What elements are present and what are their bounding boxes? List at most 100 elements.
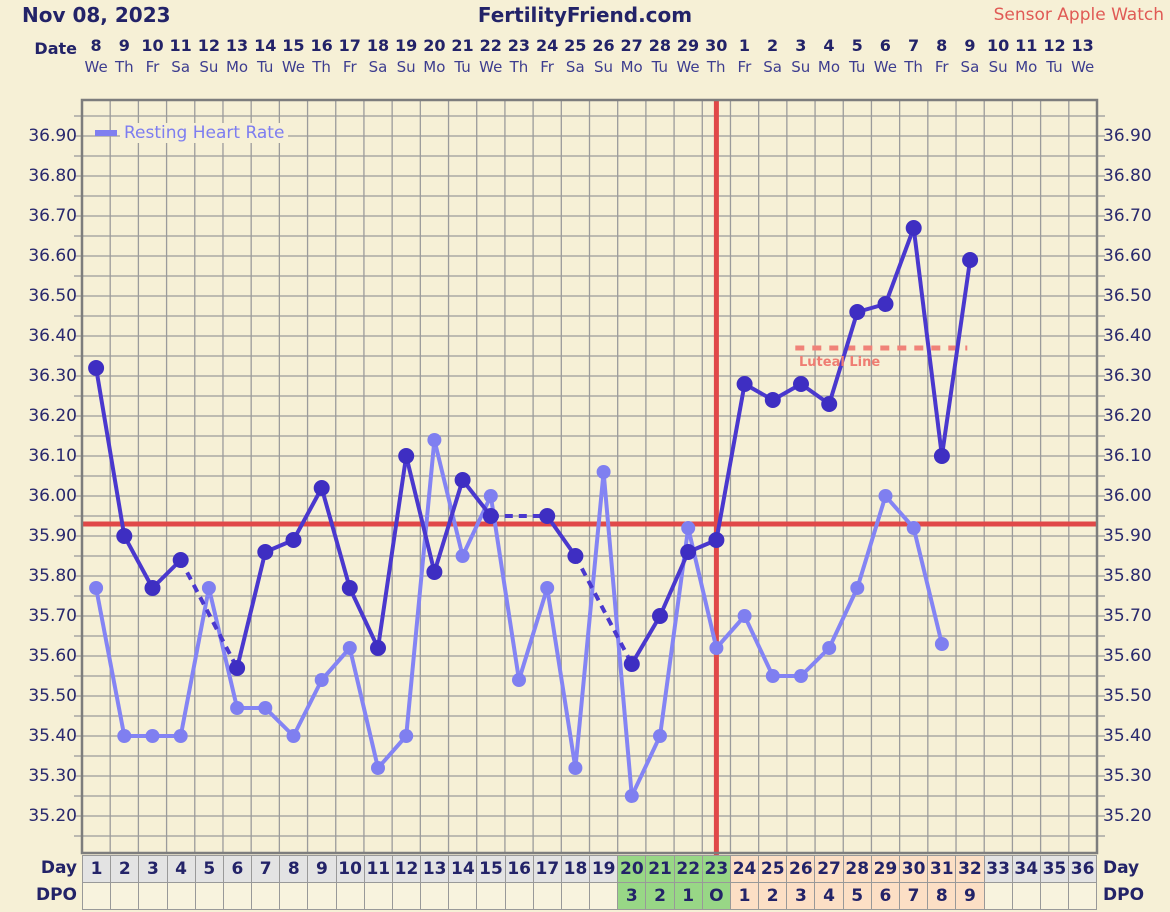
- dpo-cell-1[interactable]: [82, 883, 112, 909]
- day-cell-9[interactable]: 9: [308, 856, 337, 882]
- y-tick-right-35.90: 35.90: [1103, 526, 1152, 546]
- day-cell-8[interactable]: 8: [280, 856, 309, 882]
- dpo-cell-9[interactable]: [308, 883, 337, 909]
- dpo-cell-30[interactable]: 7: [899, 883, 929, 909]
- dpo-cell-12[interactable]: [392, 883, 422, 909]
- dpo-cell-15[interactable]: [477, 883, 506, 909]
- day-cell-15[interactable]: 15: [477, 856, 506, 882]
- day-cell-33[interactable]: 33: [984, 856, 1013, 882]
- rhr-point-day31: [934, 637, 949, 651]
- day-cell-26[interactable]: 26: [787, 856, 816, 882]
- dpo-cell-22[interactable]: 1: [674, 883, 703, 909]
- weekday-33: Su: [988, 58, 1008, 76]
- dpo-cell-34[interactable]: [1012, 883, 1041, 909]
- weekday-3: Fr: [145, 58, 160, 76]
- date-5: 12: [197, 36, 220, 55]
- date-15: 22: [479, 36, 502, 55]
- y-tick-left-35.80: 35.80: [28, 566, 77, 586]
- dpo-cell-25[interactable]: 2: [759, 883, 788, 909]
- day-cell-16[interactable]: 16: [505, 856, 534, 882]
- dpo-cell-19[interactable]: [590, 883, 619, 909]
- day-cell-10[interactable]: 10: [336, 856, 365, 882]
- rhr-point-day28: [850, 581, 865, 595]
- dpo-cell-20[interactable]: 3: [618, 883, 647, 909]
- dpo-cell-27[interactable]: 4: [815, 883, 844, 909]
- dpo-cell-6[interactable]: [223, 883, 253, 909]
- day-cell-29[interactable]: 29: [871, 856, 900, 882]
- dpo-cell-3[interactable]: [139, 883, 168, 909]
- y-tick-left-35.50: 35.50: [28, 686, 77, 706]
- dpo-cell-8[interactable]: [280, 883, 309, 909]
- day-cell-2[interactable]: 2: [111, 856, 140, 882]
- y-tick-right-36.70: 36.70: [1103, 206, 1152, 226]
- dpo-cell-35[interactable]: [1040, 883, 1070, 909]
- day-cell-30[interactable]: 30: [899, 856, 929, 882]
- day-cell-4[interactable]: 4: [167, 856, 196, 882]
- dpo-cell-7[interactable]: [252, 883, 281, 909]
- y-tick-right-36.50: 36.50: [1103, 286, 1152, 306]
- dpo-cell-21[interactable]: 2: [646, 883, 675, 909]
- day-cell-17[interactable]: 17: [533, 856, 562, 882]
- dpo-cell-17[interactable]: [533, 883, 562, 909]
- day-cell-20[interactable]: 20: [618, 856, 647, 882]
- day-cell-1[interactable]: 1: [82, 856, 112, 882]
- rhr-point-day10: [342, 641, 357, 655]
- day-cell-14[interactable]: 14: [449, 856, 478, 882]
- temp-segment: [319, 487, 352, 589]
- day-cell-31[interactable]: 31: [928, 856, 957, 882]
- rhr-segment: [94, 587, 127, 737]
- dpo-cell-26[interactable]: 3: [787, 883, 816, 909]
- dpo-cell-13[interactable]: [421, 883, 450, 909]
- day-cell-21[interactable]: 21: [646, 856, 675, 882]
- weekday-36: We: [1071, 58, 1095, 76]
- date-7: 14: [254, 36, 277, 55]
- day-cell-18[interactable]: 18: [561, 856, 591, 882]
- day-cell-3[interactable]: 3: [139, 856, 168, 882]
- day-cell-36[interactable]: 36: [1069, 856, 1098, 882]
- dpo-cell-2[interactable]: [111, 883, 140, 909]
- dpo-cell-33[interactable]: [984, 883, 1013, 909]
- legend-resting-heart-rate: Resting Heart Rate: [120, 123, 289, 143]
- dpo-cell-31[interactable]: 8: [928, 883, 957, 909]
- y-tick-right-36.10: 36.10: [1103, 446, 1152, 466]
- day-cell-24[interactable]: 24: [730, 856, 760, 882]
- temp-point-day18: [567, 548, 584, 564]
- dpo-cell-18[interactable]: [561, 883, 591, 909]
- day-cell-5[interactable]: 5: [195, 856, 224, 882]
- day-cell-7[interactable]: 7: [252, 856, 281, 882]
- day-cell-12[interactable]: 12: [392, 856, 422, 882]
- day-cell-25[interactable]: 25: [759, 856, 788, 882]
- day-cell-19[interactable]: 19: [590, 856, 619, 882]
- day-cell-6[interactable]: 6: [223, 856, 253, 882]
- weekday-14: Tu: [454, 58, 471, 76]
- day-cell-28[interactable]: 28: [843, 856, 872, 882]
- rhr-point-day19: [596, 465, 611, 479]
- weekday-11: Sa: [368, 58, 388, 76]
- dpo-cell-29[interactable]: 6: [871, 883, 900, 909]
- dpo-cell-5[interactable]: [195, 883, 224, 909]
- dpo-cell-24[interactable]: 1: [730, 883, 760, 909]
- rhr-point-day3: [145, 729, 160, 743]
- dpo-cell-32[interactable]: 9: [956, 883, 985, 909]
- day-cell-22[interactable]: 22: [674, 856, 703, 882]
- day-cell-23[interactable]: 23: [702, 856, 731, 882]
- temp-point-day30: [905, 220, 922, 236]
- dpo-cell-11[interactable]: [364, 883, 393, 909]
- y-tick-left-36.60: 36.60: [28, 246, 77, 266]
- day-cell-35[interactable]: 35: [1040, 856, 1070, 882]
- dpo-cell-14[interactable]: [449, 883, 478, 909]
- date-31: 8: [936, 36, 948, 55]
- dpo-cell-28[interactable]: 5: [843, 883, 872, 909]
- dpo-cell-4[interactable]: [167, 883, 196, 909]
- dpo-cell-10[interactable]: [336, 883, 365, 909]
- day-cell-34[interactable]: 34: [1012, 856, 1041, 882]
- dpo-cell-16[interactable]: [505, 883, 534, 909]
- y-tick-left-35.90: 35.90: [28, 526, 77, 546]
- day-cell-32[interactable]: 32: [956, 856, 985, 882]
- day-cell-11[interactable]: 11: [364, 856, 393, 882]
- day-cell-13[interactable]: 13: [421, 856, 450, 882]
- day-cell-27[interactable]: 27: [815, 856, 844, 882]
- temp-segment: [883, 227, 916, 305]
- dpo-cell-36[interactable]: [1069, 883, 1098, 909]
- dpo-cell-23[interactable]: O: [702, 883, 731, 909]
